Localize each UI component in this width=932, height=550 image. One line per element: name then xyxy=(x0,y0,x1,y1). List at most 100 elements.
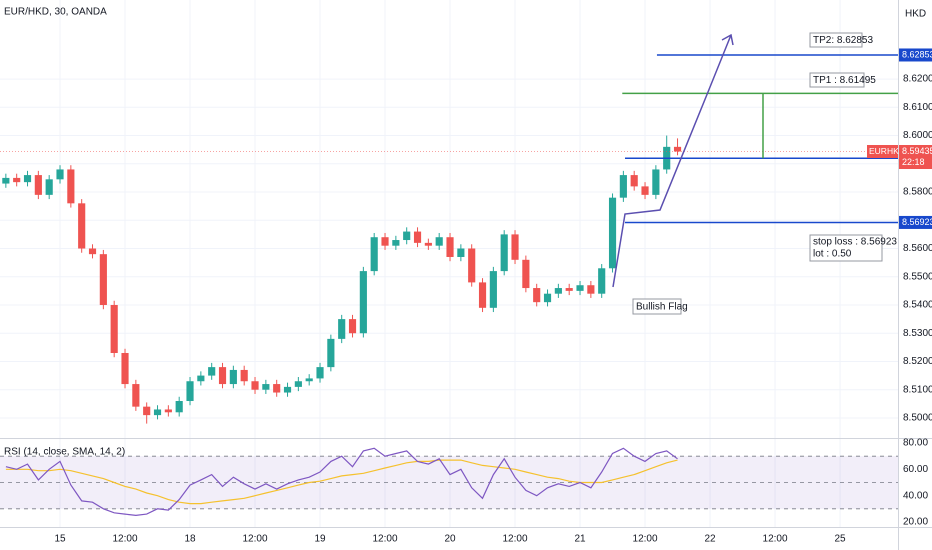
candle-body xyxy=(424,242,432,246)
candle-body xyxy=(2,177,10,184)
level-axis-label: 8.56923 xyxy=(902,217,932,227)
x-tick-label: 20 xyxy=(444,534,456,545)
candle-body xyxy=(132,384,140,407)
note-stop: stop loss : 8.56923 xyxy=(813,237,897,248)
x-tick-label: 15 xyxy=(54,534,66,545)
candle-body xyxy=(630,175,638,187)
y-tick-label: 8.62000 xyxy=(903,74,932,85)
x-tick-label: 18 xyxy=(184,534,196,545)
note-lot: lot : 0.50 xyxy=(813,249,852,260)
y-tick-label: 8.51000 xyxy=(903,384,932,395)
flag-arrow xyxy=(612,34,732,288)
candle-body xyxy=(641,186,649,195)
candle-body xyxy=(522,259,530,289)
candle-body xyxy=(23,175,32,183)
x-tick-label: 12:00 xyxy=(763,534,788,545)
y-tick-label: 8.54000 xyxy=(903,300,932,311)
axes: 8.50000 8.51000 8.52000 8.53000 8.54000 8.550… xyxy=(54,48,932,545)
candle-body xyxy=(468,248,476,283)
x-tick-label: 12:00 xyxy=(113,534,138,545)
note-box xyxy=(809,72,865,88)
candle-body xyxy=(99,254,107,305)
candle-body xyxy=(164,409,172,413)
candle-body xyxy=(121,352,129,385)
candle-body xyxy=(533,288,541,303)
y-tick-label: 8.50000 xyxy=(903,413,932,424)
x-tick-label: 12:00 xyxy=(373,534,398,545)
candle-body xyxy=(273,384,281,393)
candle-body xyxy=(511,234,519,260)
rsi-tick-label: 60.00 xyxy=(903,464,928,475)
candle-body xyxy=(565,288,573,291)
x-tick-label: 22 xyxy=(704,534,716,545)
candle-body xyxy=(359,271,367,334)
candle-body xyxy=(229,369,237,385)
candle-body xyxy=(381,237,389,246)
candle-body xyxy=(489,271,497,308)
note-box xyxy=(632,298,682,315)
candle-body xyxy=(218,367,227,385)
rsi-tick-label: 40.00 xyxy=(903,490,928,501)
y-tick-label: 8.58000 xyxy=(903,187,932,198)
candle-body xyxy=(262,384,270,390)
note-box xyxy=(809,32,863,48)
candle-body xyxy=(543,293,552,303)
x-tick-label: 12:00 xyxy=(243,534,268,545)
candle-body xyxy=(673,146,682,152)
candle-body xyxy=(88,248,97,255)
candle-body xyxy=(208,367,216,376)
candle-body xyxy=(110,304,118,353)
candle-body xyxy=(587,285,595,294)
last-price-box xyxy=(899,145,932,170)
y-tick-label: 8.53000 xyxy=(903,328,932,339)
level-axis-box xyxy=(899,215,932,229)
candle-body xyxy=(652,169,660,195)
candle-body xyxy=(197,375,205,382)
candle-body xyxy=(457,248,465,257)
y-tick-label: 8.52000 xyxy=(903,356,932,367)
candle-body xyxy=(34,175,42,195)
candle-body xyxy=(446,237,454,257)
candle-body xyxy=(478,282,487,308)
rsi-line xyxy=(5,447,678,517)
x-tick-label: 21 xyxy=(574,534,586,545)
y-tick-label: 8.55000 xyxy=(903,271,932,282)
candle-body xyxy=(500,234,508,272)
candle-body xyxy=(435,237,443,246)
rsi-sma-line xyxy=(5,459,678,505)
candle-body xyxy=(294,381,302,387)
candle-body xyxy=(576,285,584,291)
arrow-head xyxy=(721,33,734,46)
candle-body xyxy=(78,203,86,249)
candle-body xyxy=(251,381,259,390)
rsi-tick-label: 20.00 xyxy=(903,517,928,528)
candle-body xyxy=(153,409,162,416)
grid xyxy=(0,0,898,527)
last-price-label: 8.59435 xyxy=(902,146,932,156)
note-box xyxy=(809,234,883,262)
candle-body xyxy=(143,406,151,416)
candle-body xyxy=(305,378,313,382)
countdown-label: 22:18 xyxy=(902,157,925,167)
y-tick-label: 8.61000 xyxy=(903,102,932,113)
note-pattern: Bullish Flag xyxy=(636,302,688,313)
candle-body xyxy=(619,175,627,198)
candle-body xyxy=(403,231,411,241)
candle-body xyxy=(370,237,378,272)
symbol-label: EURHKD xyxy=(869,146,905,156)
candle-body xyxy=(13,177,21,183)
candle-body xyxy=(554,288,562,294)
candle-body xyxy=(67,169,75,204)
x-tick-label: 12:00 xyxy=(503,534,528,545)
candle-body xyxy=(240,369,248,382)
symbol-box xyxy=(867,145,898,159)
candle-body xyxy=(598,268,606,294)
level-axis-label: 8.62853 xyxy=(902,49,932,59)
level-axis-box xyxy=(899,48,932,62)
y-tick-label: 8.60000 xyxy=(903,130,932,141)
candle-body xyxy=(392,240,400,246)
chart-title: EUR/HKD, 30, OANDA xyxy=(4,7,107,18)
candle-body xyxy=(608,197,617,269)
